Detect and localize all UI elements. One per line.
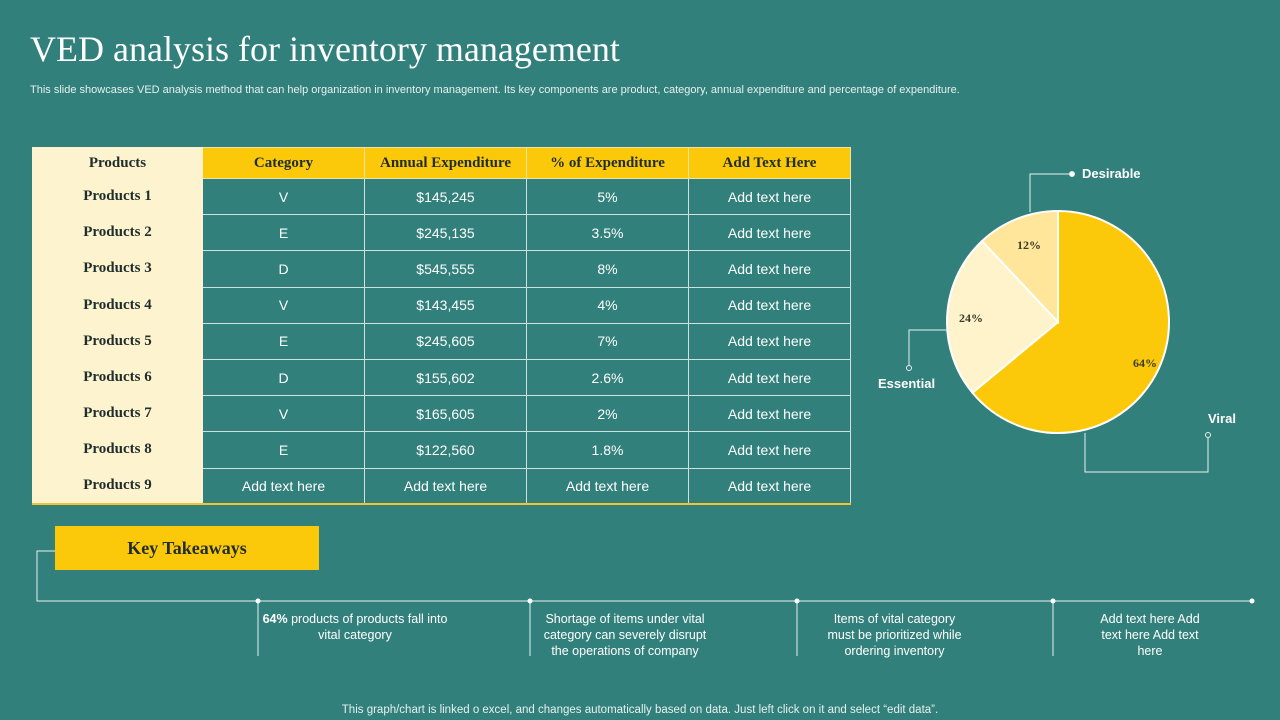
timeline-dot-4 [1050, 598, 1056, 604]
takeaway-4-text: Add text here Add text here Add text her… [1100, 612, 1200, 658]
key-takeaways-heading: Key Takeaways [55, 526, 319, 570]
cell-add-text: Add text here [688, 250, 851, 288]
cell-product: Products 5 [32, 322, 203, 360]
callout-line-viral [1084, 433, 1209, 473]
pie-slice-essential [946, 239, 1060, 395]
cell-annual-expenditure: $245,135 [364, 214, 527, 252]
callout-dot-essential [906, 365, 912, 371]
cell-annual-expenditure: $145,245 [364, 177, 527, 216]
cell-category: V [202, 177, 365, 216]
cell-product: Products 7 [32, 395, 203, 433]
page-subtitle: This slide showcases VED analysis method… [30, 84, 960, 96]
cell-product: Products 4 [32, 286, 203, 324]
cell-category: E [202, 214, 365, 252]
header-percent-expenditure: % of Expenditure [526, 147, 689, 179]
pie-chart: Desirable Essential Viral 12% 24% 64% [878, 166, 1236, 473]
table-row: Products 4 V $143,455 4% Add text here [32, 286, 851, 324]
cell-product: Products 9 [32, 467, 203, 506]
cell-add-text: Add text here [688, 177, 851, 216]
pct-label-desirable: 12% [1017, 238, 1041, 252]
table-row: Products 2 E $245,135 3.5% Add text here [32, 214, 851, 252]
takeaway-2-text: Shortage of items under vital category c… [543, 612, 707, 658]
pct-label-viral: 64% [1133, 356, 1157, 370]
timeline-dot-1 [255, 598, 261, 604]
timeline-dot-2 [527, 598, 533, 604]
takeaways-timeline [36, 550, 1255, 656]
cell-add-text: Add text here [688, 286, 851, 324]
cell-percent-expenditure: 2.6% [526, 358, 689, 397]
label-desirable: Desirable [1082, 166, 1141, 181]
cell-percent-expenditure: 1.8% [526, 431, 689, 469]
takeaway-item-1: 64% products of products fall into vital… [255, 611, 455, 643]
cell-product: Products 6 [32, 358, 203, 397]
takeaway-1-text: products of products fall into vital cat… [287, 612, 448, 642]
footer-note: This graph/chart is linked o excel, and … [341, 704, 939, 716]
cell-add-text: Add text here [688, 395, 851, 433]
cell-product: Products 1 [32, 177, 203, 216]
cell-category: E [202, 322, 365, 360]
header-products: Products [32, 147, 203, 179]
cell-add-text: Add text here [688, 322, 851, 360]
cell-percent-expenditure: Add text here [526, 467, 689, 506]
cell-annual-expenditure: $155,602 [364, 358, 527, 397]
cell-add-text: Add text here [688, 358, 851, 397]
cell-category: Add text here [202, 467, 365, 506]
cell-percent-expenditure: 7% [526, 322, 689, 360]
header-add-text: Add Text Here [688, 147, 851, 179]
ved-table: Products Category Annual Expenditure % o… [32, 147, 851, 506]
callout-dot-viral [1205, 432, 1211, 438]
cell-annual-expenditure: $545,555 [364, 250, 527, 288]
table-row: Products 9 Add text here Add text here Add … [32, 467, 851, 506]
callout-line-desirable [1029, 173, 1072, 212]
cell-category: V [202, 286, 365, 324]
callout-dot-desirable [1069, 171, 1075, 177]
cell-category: D [202, 250, 365, 288]
takeaway-3-text: Items of vital category must be prioriti… [827, 612, 962, 658]
cell-percent-expenditure: 8% [526, 250, 689, 288]
table-row: Products 6 D $155,602 2.6% Add text here [32, 358, 851, 397]
table-row: Products 8 E $122,560 1.8% Add text here [32, 431, 851, 469]
callout-line-essential [908, 329, 952, 368]
cell-product: Products 3 [32, 250, 203, 288]
cell-add-text: Add text here [688, 467, 851, 506]
cell-category: E [202, 431, 365, 469]
cell-annual-expenditure: $122,560 [364, 431, 527, 469]
takeaway-item-3: Items of vital category must be prioriti… [822, 611, 967, 659]
cell-percent-expenditure: 5% [526, 177, 689, 216]
page-title: VED analysis for inventory management [30, 29, 620, 69]
takeaway-item-4: Add text here Add text here Add text her… [1095, 611, 1205, 659]
header-annual-expenditure: Annual Expenditure [364, 147, 527, 179]
cell-add-text: Add text here [688, 431, 851, 469]
cell-add-text: Add text here [688, 214, 851, 252]
table-row: Products 5 E $245,605 7% Add text here [32, 322, 851, 360]
pie-slice-viral [971, 209, 1170, 434]
cell-category: V [202, 395, 365, 433]
label-essential: Essential [878, 376, 935, 391]
cell-annual-expenditure: $245,605 [364, 322, 527, 360]
cell-annual-expenditure: $143,455 [364, 286, 527, 324]
timeline-dot-3 [794, 598, 800, 604]
takeaway-1-highlight: 64% [262, 612, 288, 626]
table-header-row: Products Category Annual Expenditure % o… [32, 147, 851, 179]
timeline-connector [36, 550, 1252, 602]
header-category: Category [202, 147, 365, 179]
cell-percent-expenditure: 4% [526, 286, 689, 324]
cell-category: D [202, 358, 365, 397]
table-row: Products 7 V $165,605 2% Add text here [32, 395, 851, 433]
cell-annual-expenditure: $165,605 [364, 395, 527, 433]
cell-product: Products 8 [32, 431, 203, 469]
table-row: Products 1 V $145,245 5% Add text here [32, 177, 851, 216]
cell-percent-expenditure: 2% [526, 395, 689, 433]
takeaway-item-2: Shortage of items under vital category c… [540, 611, 710, 659]
pct-label-essential: 24% [959, 311, 983, 325]
pie-slice-desirable [980, 209, 1059, 325]
cell-percent-expenditure: 3.5% [526, 214, 689, 252]
timeline-dot-end [1249, 598, 1255, 604]
cell-annual-expenditure: Add text here [364, 467, 527, 506]
cell-product: Products 2 [32, 214, 203, 252]
label-viral: Viral [1208, 411, 1236, 426]
table-row: Products 3 D $545,555 8% Add text here [32, 250, 851, 288]
